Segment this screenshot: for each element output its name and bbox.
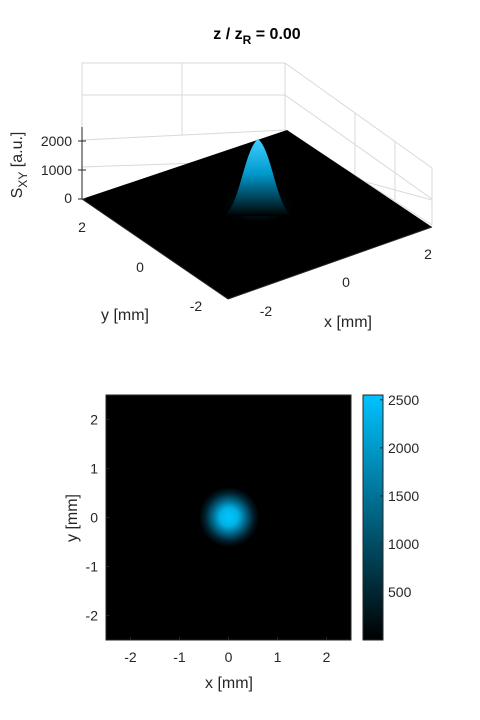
image-x-ticks: -2 -1 0 1 2	[124, 637, 331, 665]
surface-xlabel: x [mm]	[324, 314, 372, 331]
surface-plot: 2000 1000 0 2 0 -2 -2 0 2 y [mm] x [mm] …	[9, 62, 433, 331]
z-tick-label: 0	[64, 190, 72, 206]
surface-y-ticks: 2 0 -2	[78, 219, 202, 314]
colorbar	[362, 394, 384, 641]
x-tick-label: -1	[173, 649, 186, 665]
image-plot: -2 -1 0 1 2 2 1 0 -1 -2 x [mm] y [mm] 2500 2000 15…	[64, 392, 419, 692]
y-tick-label: -2	[86, 608, 99, 624]
colorbar-tick-label: 1500	[388, 488, 419, 504]
surface-peak	[224, 139, 292, 216]
y-tick-label: 1	[90, 461, 98, 477]
x-tick-label: 0	[225, 649, 233, 665]
colorbar-tick-label: 1000	[388, 536, 419, 552]
x-tick-label: -2	[124, 649, 137, 665]
x-tick-label: 1	[274, 649, 282, 665]
z-tick-label: 1000	[41, 162, 72, 178]
image-xlabel: x [mm]	[205, 675, 253, 692]
x-tick-label: -2	[260, 303, 273, 319]
colorbar-tick-label: 2500	[388, 392, 419, 408]
surface-zlabel: SXY [a.u.]	[9, 132, 30, 199]
y-tick-label: 2	[90, 412, 98, 428]
y-tick-label: 2	[78, 219, 86, 235]
y-tick-label: 0	[136, 259, 144, 275]
colorbar-tick-label: 2000	[388, 440, 419, 456]
x-tick-label: 0	[342, 274, 350, 290]
z-tick-label: 2000	[41, 133, 72, 149]
image-y-ticks: 2 1 0 -1 -2	[86, 412, 109, 624]
beam-spot	[199, 487, 259, 547]
chart-title: z / zR = 0.00	[213, 26, 300, 47]
colorbar-ticks: 2500 2000 1500 1000 500	[380, 392, 419, 600]
y-tick-label: 0	[90, 510, 98, 526]
x-tick-label: 2	[323, 649, 331, 665]
surface-ylabel: y [mm]	[101, 307, 149, 324]
colorbar-tick-label: 500	[388, 584, 412, 600]
x-tick-label: 2	[424, 246, 432, 262]
image-ylabel: y [mm]	[64, 494, 81, 542]
surface-z-ticks: 2000 1000 0	[41, 133, 86, 206]
y-tick-label: -2	[190, 298, 203, 314]
y-tick-label: -1	[86, 559, 99, 575]
surface-x-ticks: -2 0 2	[260, 246, 432, 319]
